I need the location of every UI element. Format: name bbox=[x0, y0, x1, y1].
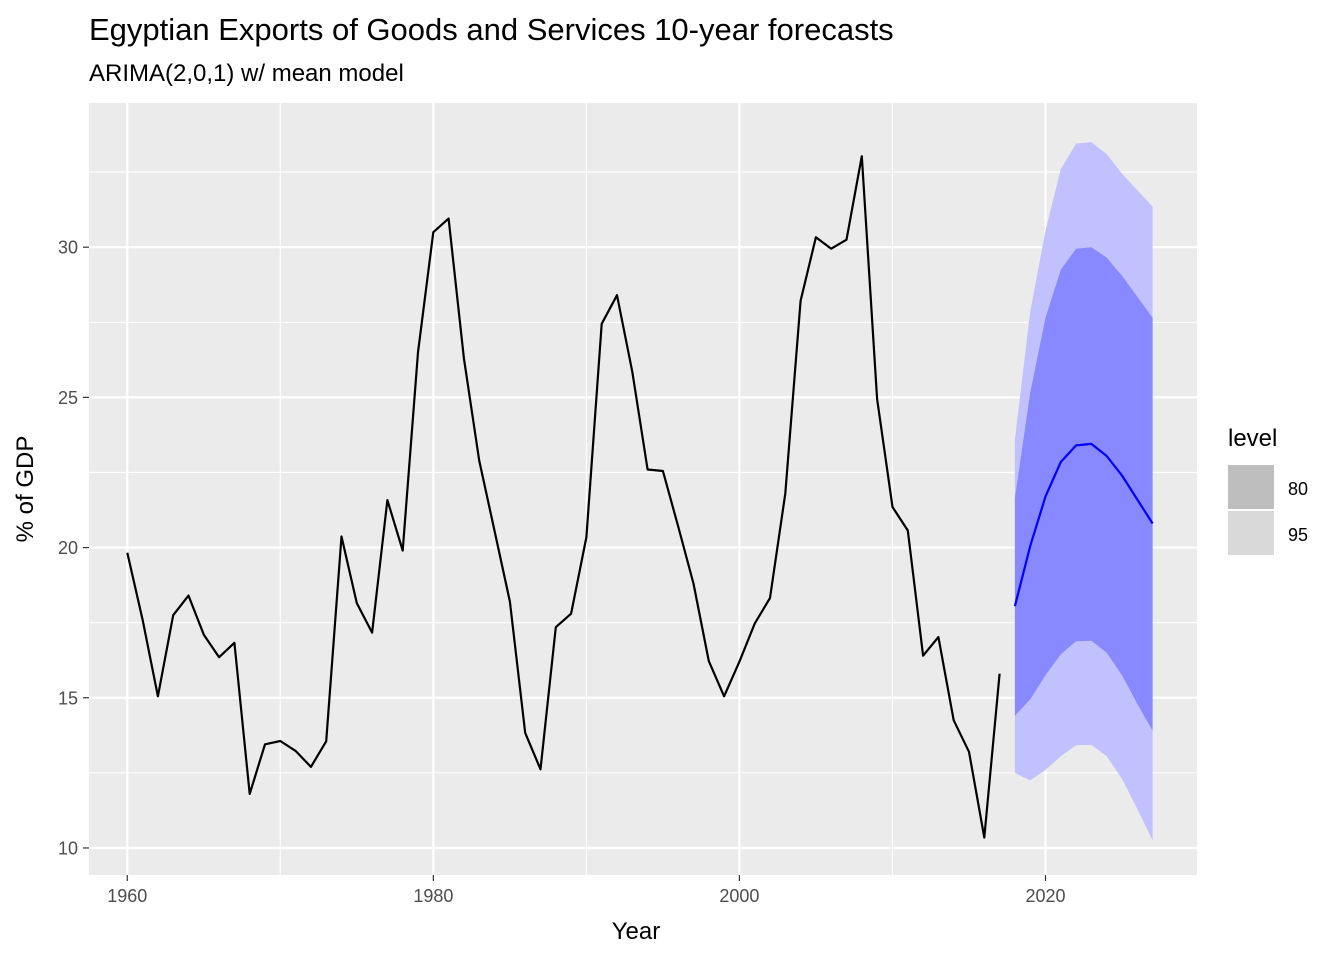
x-tick-label: 2000 bbox=[719, 886, 759, 906]
series-lines bbox=[126, 155, 1154, 839]
x-tick-label: 1980 bbox=[413, 886, 453, 906]
x-axis-title: Year bbox=[612, 918, 661, 945]
x-axis: 1960 1980 2000 2020 bbox=[107, 875, 1066, 906]
legend-label-80: 80 bbox=[1288, 479, 1308, 499]
legend-label-95: 95 bbox=[1288, 525, 1308, 545]
plot-panel bbox=[89, 103, 1197, 875]
y-tick-label: 30 bbox=[58, 238, 78, 258]
legend-key-80 bbox=[1228, 465, 1274, 509]
y-tick-label: 15 bbox=[58, 688, 78, 708]
band-80 bbox=[1014, 247, 1153, 731]
x-tick-label: 1960 bbox=[107, 886, 147, 906]
chart-subtitle: ARIMA(2,0,1) w/ mean model bbox=[89, 60, 404, 87]
chart-title: Egyptian Exports of Goods and Services 1… bbox=[89, 12, 894, 47]
legend: level 80 95 bbox=[1228, 425, 1308, 555]
y-axis: 10 15 20 25 30 bbox=[58, 238, 89, 858]
grid-major bbox=[89, 103, 1197, 875]
legend-title: level bbox=[1228, 425, 1277, 452]
y-tick-label: 25 bbox=[58, 388, 78, 408]
y-tick-label: 20 bbox=[58, 538, 78, 558]
x-tick-label: 2020 bbox=[1025, 886, 1065, 906]
forecast-bands bbox=[1014, 142, 1153, 841]
forecast-mean-line bbox=[1013, 442, 1154, 607]
historical-series-line bbox=[126, 155, 1001, 839]
legend-key-95 bbox=[1228, 511, 1274, 555]
y-axis-title: % of GDP bbox=[12, 436, 39, 543]
y-tick-label: 10 bbox=[58, 838, 78, 858]
grid-minor bbox=[89, 103, 1197, 875]
